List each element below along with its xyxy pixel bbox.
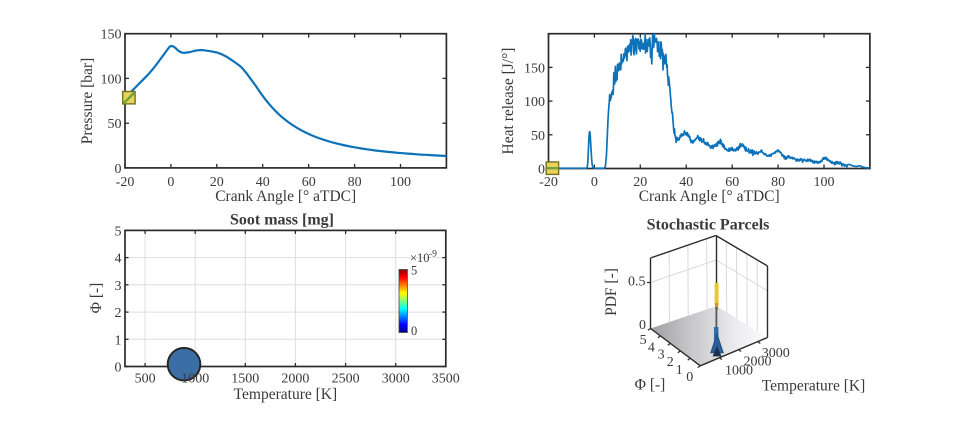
svg-text:Temperature [K]: Temperature [K]: [234, 386, 337, 403]
svg-text:2: 2: [115, 306, 122, 321]
svg-text:1: 1: [115, 333, 122, 348]
svg-text:PDF [-]: PDF [-]: [603, 268, 620, 316]
svg-text:3: 3: [115, 279, 122, 294]
svg-text:0: 0: [639, 318, 646, 333]
svg-text:Stochastic Parcels: Stochastic Parcels: [647, 217, 770, 234]
svg-text:0: 0: [411, 324, 417, 338]
svg-text:1500: 1500: [231, 372, 259, 387]
svg-text:Pressure [bar]: Pressure [bar]: [79, 58, 96, 145]
svg-text:5: 5: [640, 333, 647, 348]
svg-text:100: 100: [524, 95, 545, 110]
svg-text:3000: 3000: [762, 346, 790, 361]
svg-text:3500: 3500: [432, 372, 460, 387]
svg-text:50: 50: [108, 117, 122, 132]
svg-text:Crank Angle [° aTDC]: Crank Angle [° aTDC]: [639, 188, 780, 205]
svg-text:100: 100: [814, 175, 835, 190]
svg-text:0: 0: [538, 163, 545, 178]
svg-text:×10: ×10: [410, 251, 430, 265]
svg-text:1000: 1000: [181, 372, 209, 387]
svg-text:Φ [-]: Φ [-]: [88, 283, 105, 314]
svg-text:100: 100: [390, 175, 411, 190]
svg-text:4: 4: [115, 252, 122, 267]
svg-text:3: 3: [658, 348, 665, 363]
svg-text:150: 150: [101, 28, 122, 43]
svg-text:500: 500: [135, 372, 156, 387]
svg-text:-9: -9: [429, 250, 437, 260]
svg-text:0: 0: [686, 370, 693, 385]
svg-text:150: 150: [524, 61, 545, 76]
svg-text:0: 0: [167, 175, 174, 190]
svg-text:0: 0: [591, 175, 598, 190]
svg-text:50: 50: [531, 129, 545, 144]
svg-text:0: 0: [115, 361, 122, 376]
svg-text:-20: -20: [116, 175, 135, 190]
svg-text:0.5: 0.5: [628, 275, 646, 290]
svg-text:Φ [-]: Φ [-]: [635, 377, 666, 394]
svg-text:5: 5: [115, 224, 122, 239]
svg-text:Heat release [J/°]: Heat release [J/°]: [500, 48, 517, 155]
svg-text:0: 0: [115, 162, 122, 177]
svg-text:2500: 2500: [332, 372, 360, 387]
svg-text:1: 1: [676, 363, 683, 378]
svg-text:5: 5: [411, 264, 417, 278]
svg-text:2000: 2000: [281, 372, 309, 387]
svg-text:Crank Angle [° aTDC]: Crank Angle [° aTDC]: [215, 188, 356, 205]
svg-text:100: 100: [101, 72, 122, 87]
svg-text:Temperature [K]: Temperature [K]: [762, 378, 865, 395]
svg-text:4: 4: [648, 341, 655, 356]
svg-text:Soot mass [mg]: Soot mass [mg]: [230, 212, 334, 229]
svg-text:2: 2: [667, 355, 674, 370]
svg-text:3000: 3000: [382, 372, 410, 387]
